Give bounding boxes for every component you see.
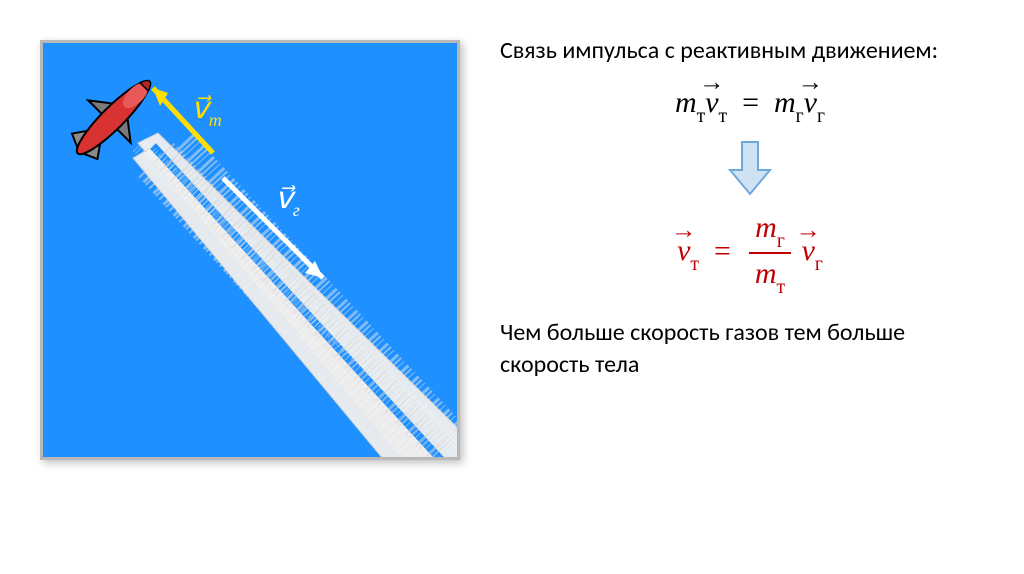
sky-illustration: v⃗т v⃗г bbox=[43, 43, 457, 457]
jet-svg: v⃗т v⃗г bbox=[43, 43, 460, 460]
intro-text: Связь импульса с реактивным движением: bbox=[500, 35, 1000, 67]
figure-panel: v⃗т v⃗г bbox=[40, 40, 460, 460]
equation-velocity: vт = mг mт vг bbox=[500, 210, 1000, 297]
label-vt: v⃗т bbox=[191, 92, 222, 130]
down-arrow-icon bbox=[728, 140, 772, 196]
contrails bbox=[133, 133, 460, 460]
label-vg: v⃗г bbox=[275, 182, 300, 220]
implies-arrow bbox=[500, 140, 1000, 196]
text-panel: Связь импульса с реактивным движением: m… bbox=[500, 35, 1000, 381]
outro-text: Чем больше скорость газов тем больше ско… bbox=[500, 317, 1000, 382]
equation-momentum: mтvт = mгvг bbox=[500, 85, 1000, 125]
